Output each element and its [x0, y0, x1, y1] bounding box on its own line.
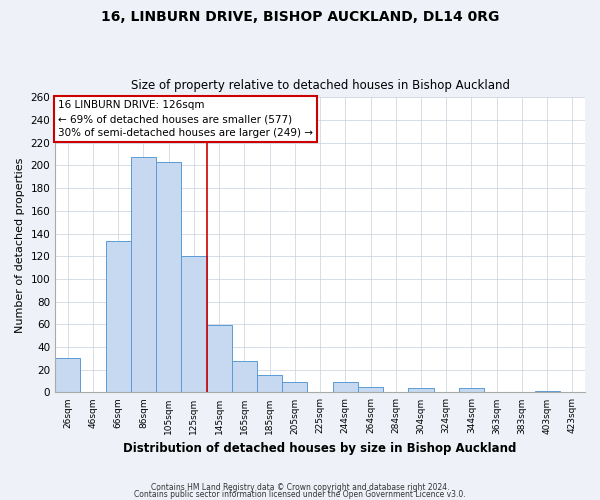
Bar: [181, 256, 206, 392]
Bar: [106, 242, 131, 392]
Bar: [55, 358, 80, 392]
Text: Contains public sector information licensed under the Open Government Licence v3: Contains public sector information licen…: [134, 490, 466, 499]
Bar: [131, 158, 156, 392]
Title: Size of property relative to detached houses in Bishop Auckland: Size of property relative to detached ho…: [131, 79, 509, 92]
Y-axis label: Number of detached properties: Number of detached properties: [15, 157, 25, 332]
Bar: [358, 387, 383, 392]
Text: 16, LINBURN DRIVE, BISHOP AUCKLAND, DL14 0RG: 16, LINBURN DRIVE, BISHOP AUCKLAND, DL14…: [101, 10, 499, 24]
Bar: [282, 382, 307, 392]
Bar: [156, 162, 181, 392]
Bar: [409, 388, 434, 392]
Bar: [232, 360, 257, 392]
X-axis label: Distribution of detached houses by size in Bishop Auckland: Distribution of detached houses by size …: [124, 442, 517, 455]
Bar: [332, 382, 358, 392]
Text: Contains HM Land Registry data © Crown copyright and database right 2024.: Contains HM Land Registry data © Crown c…: [151, 484, 449, 492]
Bar: [257, 376, 282, 392]
Bar: [206, 326, 232, 392]
Text: 16 LINBURN DRIVE: 126sqm
← 69% of detached houses are smaller (577)
30% of semi-: 16 LINBURN DRIVE: 126sqm ← 69% of detach…: [58, 100, 313, 138]
Bar: [459, 388, 484, 392]
